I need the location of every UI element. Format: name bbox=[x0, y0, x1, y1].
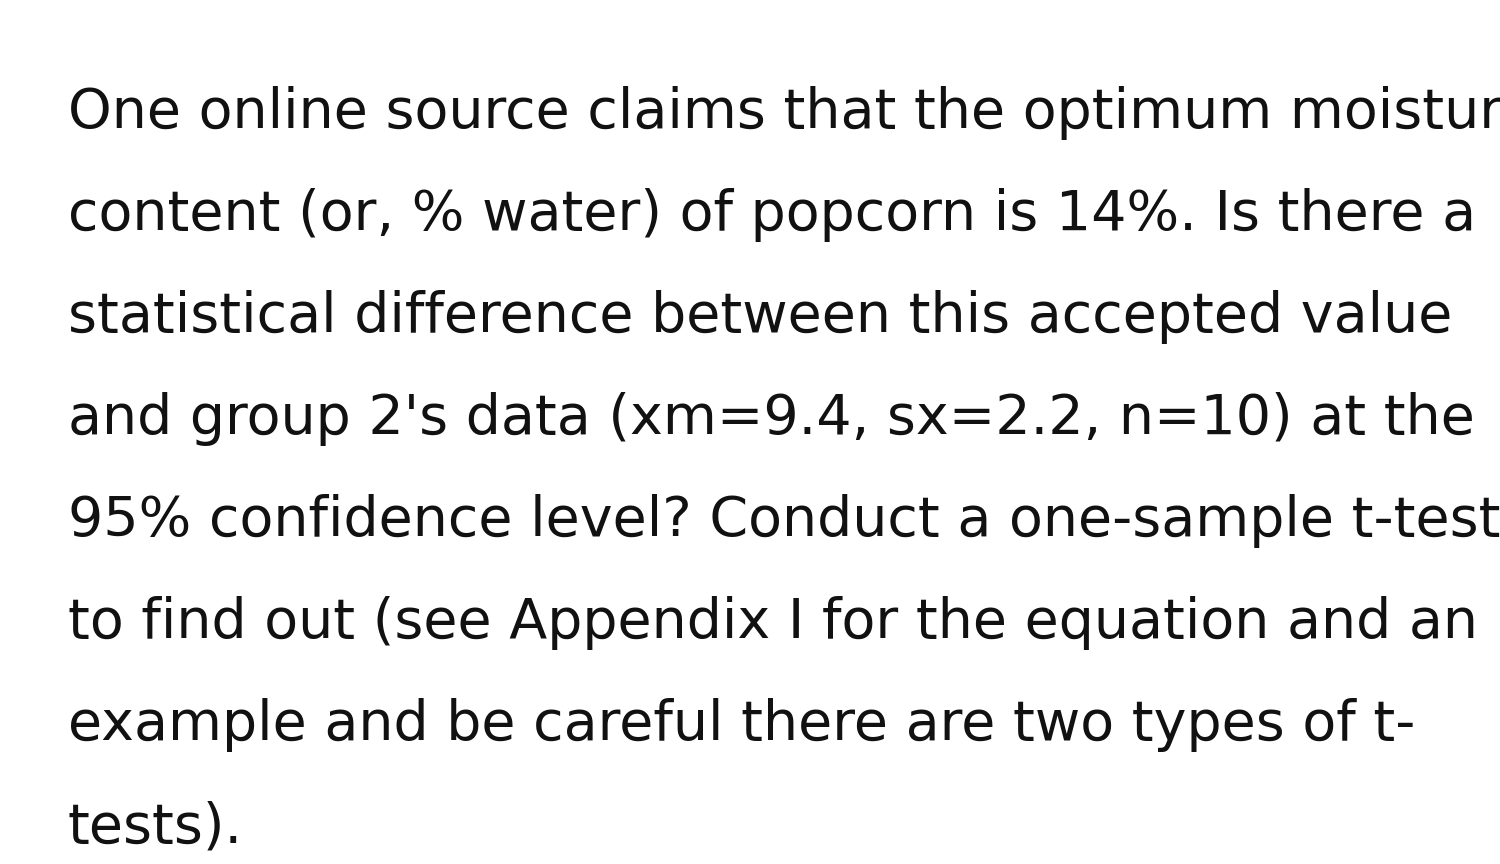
Text: to find out (see Appendix I for the equation and an: to find out (see Appendix I for the equa… bbox=[68, 596, 1478, 650]
Text: One online source claims that the optimum moisture: One online source claims that the optimu… bbox=[68, 86, 1500, 140]
Text: 95% confidence level? Conduct a one-sample t-test: 95% confidence level? Conduct a one-samp… bbox=[68, 494, 1500, 549]
Text: and group 2's data (xm=9.4, sx=2.2, n=10) at the: and group 2's data (xm=9.4, sx=2.2, n=10… bbox=[68, 392, 1474, 446]
Text: statistical difference between this accepted value: statistical difference between this acce… bbox=[68, 290, 1452, 344]
Text: example and be careful there are two types of t-: example and be careful there are two typ… bbox=[68, 698, 1414, 752]
Text: content (or, % water) of popcorn is 14%. Is there a: content (or, % water) of popcorn is 14%.… bbox=[68, 188, 1476, 242]
Text: tests).: tests). bbox=[68, 800, 243, 854]
